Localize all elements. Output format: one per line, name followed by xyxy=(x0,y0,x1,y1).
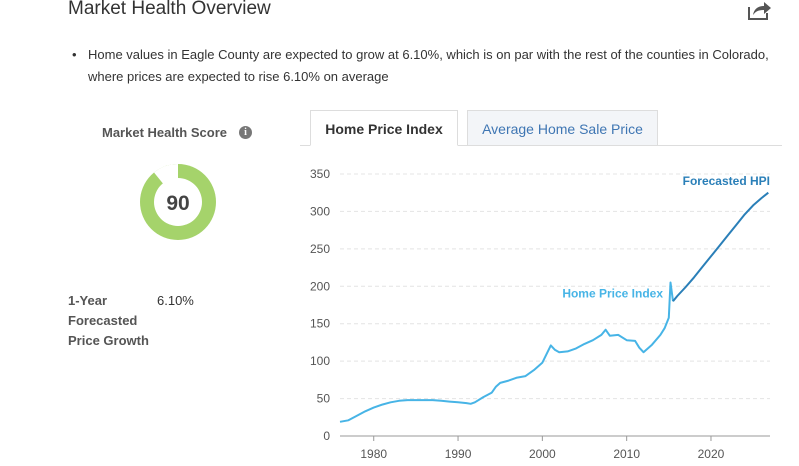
home-price-index-line xyxy=(339,281,674,423)
gauge-center xyxy=(154,178,202,226)
home-price-index-series-label: Home Price Index xyxy=(562,287,663,301)
share-button[interactable] xyxy=(745,0,773,21)
y-tick-label: 0 xyxy=(323,429,330,443)
score-value: 90 xyxy=(166,192,189,215)
y-tick-label: 200 xyxy=(310,279,330,293)
y-tick-label: 100 xyxy=(310,354,330,368)
market-health-score-label: Market Health Score xyxy=(102,125,227,140)
bullet-dot: • xyxy=(72,47,77,62)
x-tick-label: 1980 xyxy=(360,447,387,461)
tab-home-price-index[interactable]: Home Price Index xyxy=(310,110,458,146)
x-tick-label: 2020 xyxy=(698,447,725,461)
y-tick-label: 150 xyxy=(310,317,330,331)
home-price-index-chart: 0 50 100 150 200 250 300 350 1980 1990 2000 2010 202… xyxy=(310,167,770,461)
share-icon xyxy=(748,2,771,20)
forecasted-hpi-series-label: Forecasted HPI xyxy=(683,174,770,188)
y-tick-label: 350 xyxy=(310,167,330,181)
summary-text: Home values in Eagle County are expected… xyxy=(88,47,769,84)
x-tick-label: 1990 xyxy=(445,447,472,461)
x-tick-label: 2010 xyxy=(613,447,640,461)
tab-divider xyxy=(300,145,782,146)
y-tick-label: 300 xyxy=(310,204,330,218)
x-tick-label: 2000 xyxy=(529,447,556,461)
page-title: Market Health Overview xyxy=(68,0,271,19)
y-tick-label: 250 xyxy=(310,242,330,256)
tab-average-home-sale-price[interactable]: Average Home Sale Price xyxy=(467,110,658,146)
y-tick-label: 50 xyxy=(317,392,331,406)
market-health-gauge: 90 xyxy=(139,162,217,242)
forecast-value: 6.10% xyxy=(157,293,194,308)
info-icon[interactable]: i xyxy=(239,126,252,139)
forecast-label: 1-Year Forecasted Price Growth xyxy=(68,293,149,348)
forecasted-hpi-line xyxy=(672,191,769,302)
